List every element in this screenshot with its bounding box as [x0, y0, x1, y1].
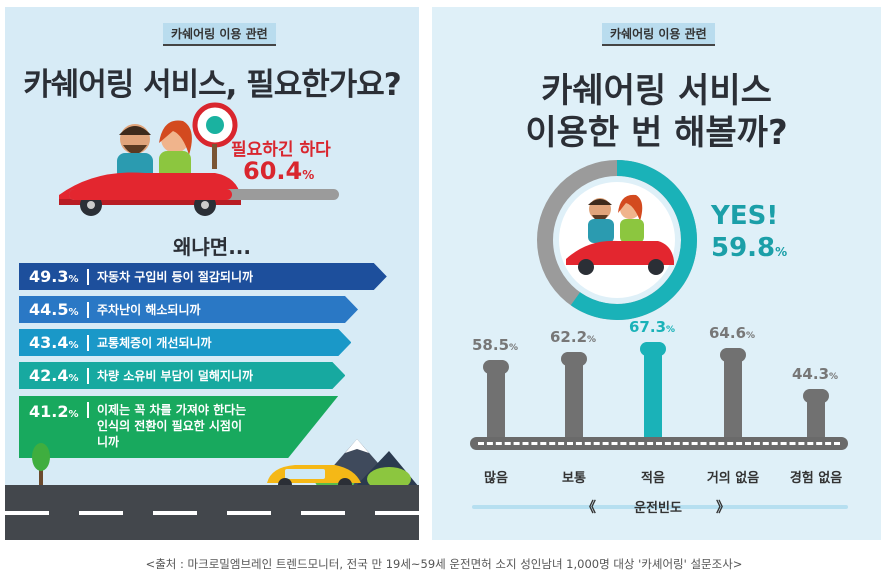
yes-unit: % [775, 245, 788, 259]
frequency-bar-cap [483, 360, 509, 375]
frequency-category-label: 많음 [484, 471, 508, 486]
need-answer-value: 60.4 [243, 157, 303, 185]
yes-value: 59.8 [711, 233, 776, 263]
frequency-category-label: 거의 없음 [706, 471, 760, 486]
scenery-illustration [32, 439, 419, 487]
donut-yes-arc [570, 160, 697, 320]
reason-separator [87, 402, 89, 418]
reason-value-unit: % [68, 307, 79, 318]
reason-text: 이제는 꼭 차를 가져야 한다는 인식의 전환이 필요한 시점이니까 [97, 403, 247, 449]
frequency-bar [561, 352, 587, 439]
frequency-axis-line [472, 505, 848, 509]
car-couple-small-illustration [566, 194, 674, 275]
reason-separator [87, 269, 89, 285]
reason-text: 차량 소유비 부담이 덜해지니까 [97, 369, 254, 383]
frequency-bar-value: 58.5% [472, 336, 518, 354]
source-caption: <출처 : 마크로밀엠브레인 트렌드모니터, 전국 만 19세~59세 운전면허… [145, 557, 743, 571]
why-title: 왜냐면... [173, 235, 251, 259]
right-infographic-panel: 카쉐어링 이용 관련 카쉐어링 서비스 이용한 번 해볼까? YES! 59.8… [432, 7, 881, 540]
yes-value-wrap: 59.8% [711, 233, 787, 263]
reason-value: 41.2% [29, 402, 87, 421]
right-topic-tag: 카쉐어링 이용 관련 [602, 23, 715, 46]
need-answer-label: 필요하긴 하다 [231, 140, 331, 160]
car-couple-illustration [59, 102, 241, 216]
reason-value-unit: % [68, 274, 79, 285]
need-progress-fill [69, 189, 233, 200]
reason-value: 43.4% [29, 333, 87, 352]
reason-value-unit: % [68, 409, 79, 420]
frequency-bar-cap [803, 389, 829, 404]
reason-bar: 43.4% 교통체증이 개선되니까 [19, 329, 351, 356]
yes-label: YES! [711, 201, 779, 231]
frequency-category-label: 경험 없음 [789, 471, 843, 486]
reason-bar: 41.2% 이제는 꼭 차를 가져야 한다는 인식의 전환이 필요한 시점이니까 [19, 396, 338, 458]
reason-bar: 49.3% 자동차 구입비 등이 절감되니까 [19, 263, 387, 290]
reason-value: 44.5% [29, 300, 87, 319]
reason-value-number: 41.2 [29, 402, 69, 421]
need-answer-value-wrap: 60.4% [243, 157, 314, 185]
reason-separator [87, 302, 89, 318]
need-answer-unit: % [302, 168, 315, 182]
frequency-bar-cap [561, 352, 587, 367]
frequency-value-unit: % [746, 330, 756, 341]
reason-value-number: 43.4 [29, 333, 69, 352]
frequency-bar-cap [720, 347, 746, 362]
reason-text: 교통체증이 개선되니까 [97, 336, 212, 350]
frequency-value-number: 67.3 [629, 318, 667, 337]
frequency-axis [472, 497, 848, 517]
reason-separator [87, 368, 89, 384]
right-title-line1: 카쉐어링 서비스 [541, 71, 772, 111]
frequency-value-unit: % [587, 335, 597, 346]
frequency-category-label: 보통 [562, 471, 586, 486]
road [5, 485, 419, 540]
reason-separator [87, 335, 89, 351]
left-title: 카쉐어링 서비스, 필요한가요? [23, 67, 402, 103]
frequency-bar [483, 360, 509, 439]
arrow-right-icon: 》 [716, 500, 730, 516]
baseline [470, 437, 848, 450]
frequency-value-number: 62.2 [550, 328, 588, 347]
frequency-bar-value: 62.2% [550, 328, 596, 346]
reason-text: 자동차 구입비 등이 절감되니까 [97, 270, 254, 284]
left-infographic-panel: 카쉐어링 이용 관련 카쉐어링 서비스, 필요한가요? 필요하긴 하다 60.4… [5, 7, 419, 540]
yes-donut-chart [537, 160, 697, 320]
frequency-bar [720, 347, 746, 439]
frequency-value-number: 64.6 [709, 323, 747, 342]
frequency-bar [640, 342, 666, 439]
frequency-value-unit: % [509, 343, 519, 354]
frequency-bar-value: 44.3% [792, 365, 838, 383]
frequency-value-number: 44.3 [792, 365, 830, 384]
frequency-category-label: 적음 [641, 471, 665, 486]
frequency-bar-value: 67.3% [629, 318, 675, 336]
reason-value-number: 49.3 [29, 267, 69, 286]
frequency-bar-cap [640, 342, 666, 357]
frequency-bar [803, 389, 829, 439]
reason-value-unit: % [68, 373, 79, 384]
frequency-bar-value: 64.6% [709, 324, 755, 342]
reason-bar: 42.4% 차량 소유비 부담이 덜해지니까 [19, 362, 345, 389]
need-progress-track [69, 189, 339, 200]
frequency-label: 운전빈도 [634, 501, 682, 516]
reason-text: 주차난이 해소되니까 [97, 303, 201, 317]
reason-value: 49.3% [29, 267, 87, 286]
right-title-line2: 이용한 번 해볼까? [525, 113, 788, 153]
frequency-value-number: 58.5 [472, 336, 510, 355]
frequency-value-unit: % [666, 325, 676, 336]
arrow-left-icon: 《 [582, 500, 596, 516]
frequency-value-unit: % [829, 372, 839, 383]
reason-value-number: 44.5 [29, 300, 69, 319]
reason-value-unit: % [68, 340, 79, 351]
reason-value-number: 42.4 [29, 366, 69, 385]
reason-bar: 44.5% 주차난이 해소되니까 [19, 296, 358, 323]
reason-value: 42.4% [29, 366, 87, 385]
left-topic-tag: 카쉐어링 이용 관련 [163, 23, 276, 46]
